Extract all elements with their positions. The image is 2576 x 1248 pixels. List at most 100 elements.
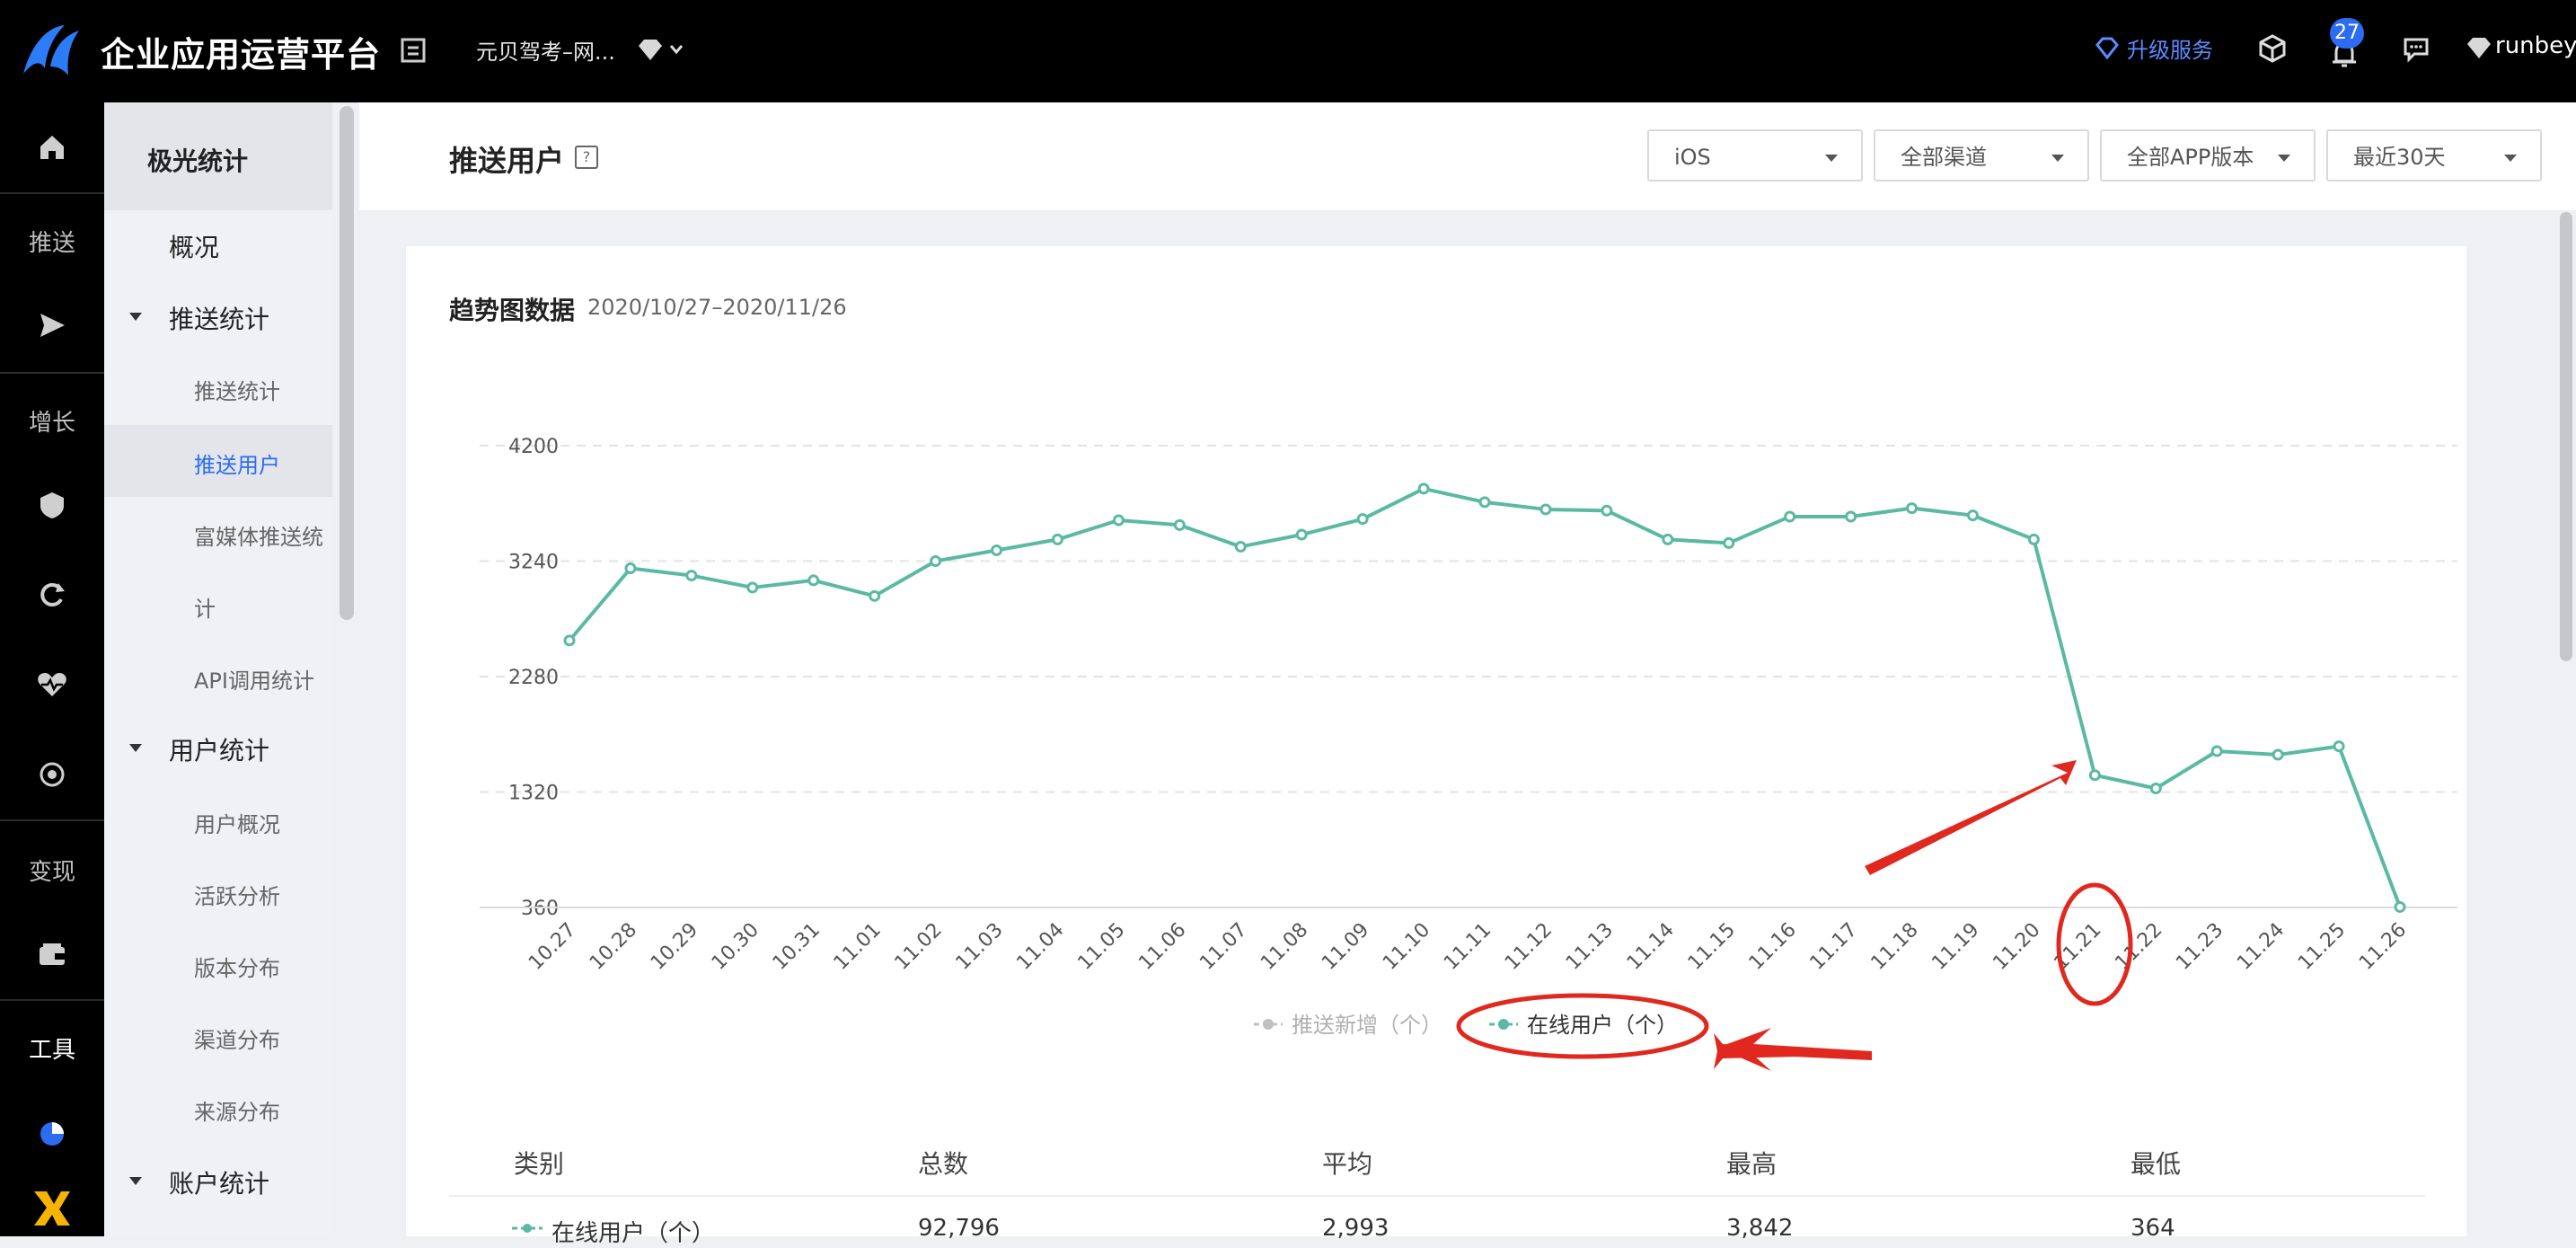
- online-users-line: [568, 486, 2402, 908]
- username[interactable]: runbey: [2495, 32, 2576, 59]
- annotation-arrow-up: [1865, 760, 2077, 875]
- menu-group-push-stats[interactable]: 推送统计: [169, 305, 270, 334]
- icon-rail: 推送 增长 变现 工具: [0, 102, 104, 1236]
- menu-item-source-dist[interactable]: 来源分布: [194, 1100, 280, 1125]
- menu-item-push-users[interactable]: 推送用户: [194, 453, 280, 478]
- annotation-circle-date: [2056, 882, 2133, 1006]
- y-tick-label: 2280: [508, 667, 559, 689]
- help-icon[interactable]: ?: [575, 146, 598, 169]
- shield-icon[interactable]: [0, 460, 104, 550]
- table-header-min: 最低: [2130, 1149, 2182, 1179]
- upgrade-label: 升级服务: [2127, 38, 2213, 63]
- x-tick-label: 11.03: [952, 919, 1008, 975]
- diamond-dropdown-icon[interactable]: [634, 34, 688, 66]
- menu-group-user-stats[interactable]: 用户统计: [169, 736, 270, 766]
- table-header-avg: 平均: [1322, 1149, 1373, 1179]
- analytics-pie-icon[interactable]: [0, 1089, 104, 1179]
- rail-divider: [0, 192, 104, 194]
- x-tick-label: 11.23: [2172, 919, 2228, 975]
- legend-item-push-new: 推送新增（个）: [1292, 1013, 1442, 1038]
- menu-scrollbar[interactable]: [340, 106, 354, 620]
- platform-select[interactable]: iOS: [1647, 129, 1863, 181]
- menu-group-account-stats[interactable]: 账户统计: [169, 1169, 270, 1199]
- menu-item-api-stats[interactable]: API调用统计: [194, 668, 314, 694]
- x-tick-label: 11.18: [1867, 919, 1923, 975]
- menu-item-version-dist[interactable]: 版本分布: [194, 956, 280, 981]
- x-tick-label: 11.10: [1379, 919, 1434, 975]
- x-tick-label: 11.09: [1318, 919, 1373, 975]
- x-tick-label: 11.13: [1562, 919, 1618, 975]
- y-tick-label: 4200: [508, 436, 559, 458]
- data-point: [563, 634, 576, 647]
- data-point: [1356, 513, 1369, 526]
- x-tick-label: 11.11: [1440, 919, 1495, 975]
- menu-header: 极光统计: [104, 102, 332, 210]
- legend-dot-online: [1498, 1019, 1509, 1030]
- page-scrollbar[interactable]: [2560, 212, 2572, 661]
- wallet-icon[interactable]: [0, 909, 104, 999]
- data-point: [2333, 740, 2345, 753]
- notification-badge: 27: [2330, 18, 2364, 49]
- data-point: [1478, 496, 1491, 509]
- target-icon[interactable]: [0, 730, 104, 819]
- table-cell-label: 在线用户（个）: [551, 1220, 716, 1247]
- card-title: 趋势图数据: [449, 296, 576, 325]
- vip-diamond-icon: [2463, 34, 2495, 63]
- x-tick-label: 10.31: [769, 919, 825, 975]
- menu-item-user-overview[interactable]: 用户概况: [194, 812, 280, 837]
- version-select[interactable]: 全部APP版本: [2100, 129, 2316, 181]
- data-point: [1539, 503, 1552, 516]
- caret-down-icon[interactable]: [129, 744, 142, 752]
- date-range-select-value: 最近30天: [2353, 145, 2446, 170]
- page-header: 推送用户 ? iOS 全部渠道 全部APP版本 最近30天: [359, 102, 2576, 210]
- menu-item-overview[interactable]: 概况: [169, 233, 220, 262]
- heartbeat-icon[interactable]: [0, 640, 104, 730]
- y-tick-label: 1320: [508, 783, 559, 805]
- message-icon[interactable]: [2398, 31, 2434, 66]
- data-point: [2088, 769, 2101, 782]
- data-point: [1906, 502, 1919, 515]
- chevron-down-icon: [2051, 155, 2064, 162]
- date-range-select[interactable]: 最近30天: [2326, 129, 2542, 181]
- x-tick-label: 11.17: [1806, 919, 1862, 975]
- channel-select[interactable]: 全部渠道: [1874, 129, 2089, 181]
- upgrade-service-link[interactable]: 升级服务: [2095, 32, 2213, 64]
- page-title: 推送用户: [449, 144, 565, 178]
- x-tick-label: 11.06: [1134, 919, 1190, 975]
- caret-down-icon[interactable]: [129, 313, 142, 321]
- y-tick-label: 3240: [508, 552, 559, 574]
- send-icon[interactable]: [0, 280, 104, 370]
- menu-item-push-stats[interactable]: 推送统计: [194, 379, 280, 404]
- caret-down-icon[interactable]: [129, 1177, 142, 1185]
- table-cell-total: 92,796: [918, 1215, 1000, 1242]
- platform-select-value: iOS: [1674, 145, 1711, 170]
- menu-item-rich-media[interactable]: 富媒体推送统: [194, 525, 323, 550]
- x-tick-label: 11.08: [1257, 919, 1312, 975]
- table-cell-min: 364: [2130, 1215, 2175, 1242]
- version-select-value: 全部APP版本: [2127, 145, 2254, 170]
- x-logo-icon[interactable]: [0, 1179, 104, 1236]
- x-tick-label: 11.22: [2111, 919, 2166, 975]
- data-point: [1601, 504, 1613, 517]
- x-tick-label: 11.15: [1684, 919, 1740, 975]
- data-point: [807, 574, 820, 587]
- data-point: [1295, 528, 1308, 541]
- refresh-icon[interactable]: [0, 550, 104, 640]
- data-point: [1234, 540, 1247, 553]
- data-point: [1662, 533, 1674, 545]
- package-icon[interactable]: [2254, 31, 2290, 66]
- app-selector[interactable]: 元贝驾考–网...: [476, 40, 615, 65]
- table-header-category: 类别: [514, 1149, 565, 1179]
- menu-item-active-analysis[interactable]: 活跃分析: [194, 884, 280, 909]
- collapse-menu-icon[interactable]: [395, 34, 431, 66]
- menu-item-rich-media-cont[interactable]: 计: [194, 597, 216, 622]
- aurora-logo-icon[interactable]: [20, 23, 83, 77]
- series-marker-icon: [512, 1224, 543, 1233]
- data-point: [685, 570, 698, 582]
- home-icon[interactable]: [0, 102, 104, 192]
- data-point: [1173, 518, 1186, 531]
- rail-label-push: 推送: [28, 230, 75, 257]
- x-tick-label: 11.14: [1623, 919, 1679, 975]
- table-divider: [449, 1195, 2425, 1197]
- menu-item-channel-dist[interactable]: 渠道分布: [194, 1028, 280, 1053]
